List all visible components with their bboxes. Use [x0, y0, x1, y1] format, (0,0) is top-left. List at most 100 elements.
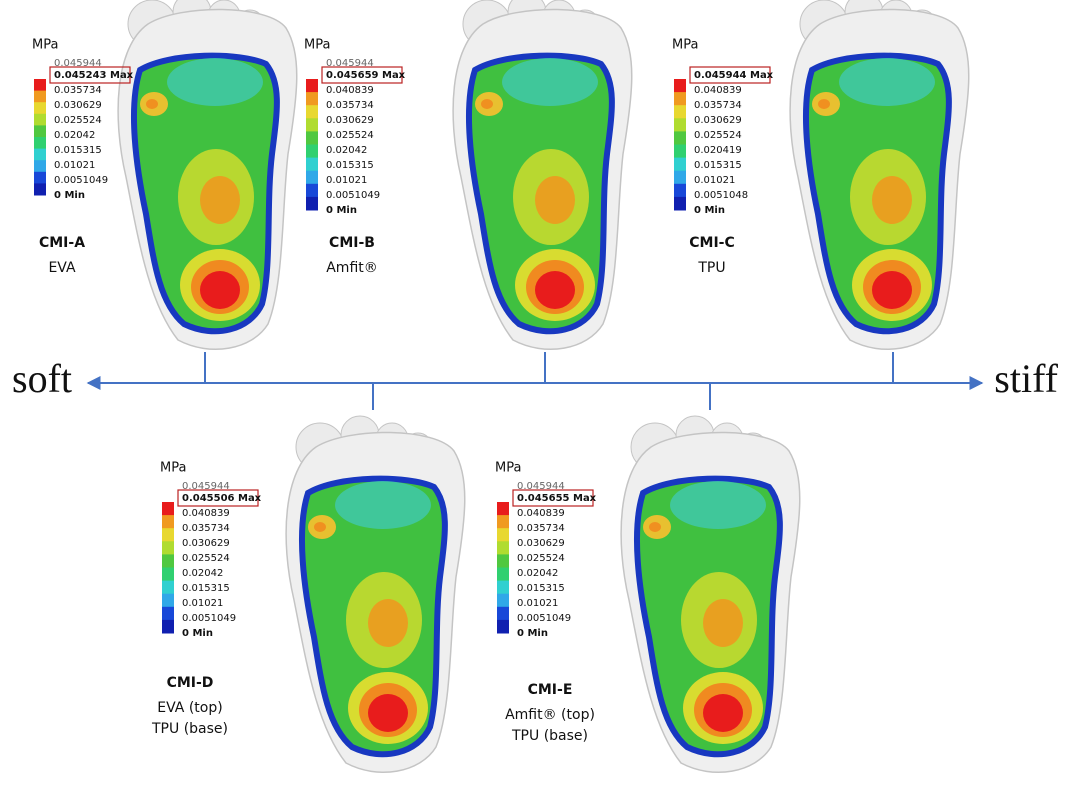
forefoot-zone: [670, 481, 766, 529]
legend-swatch: [674, 131, 686, 145]
midfoot-core: [872, 176, 912, 224]
metatarsal-core: [314, 522, 326, 532]
legend-swatch: [497, 606, 509, 621]
legend-swatch: [162, 619, 174, 634]
legend-swatch: [306, 196, 318, 211]
legend-swatch: [306, 144, 318, 159]
metatarsal-core: [146, 99, 158, 109]
legend-swatch: [306, 118, 318, 132]
legend-swatch: [34, 137, 46, 150]
legend-tick: 0.02042: [54, 130, 95, 141]
legend-tick: 0 Min: [517, 628, 548, 639]
legend-swatch: [497, 567, 509, 582]
metatarsal-core: [818, 99, 830, 109]
material: EVA (top): [157, 700, 222, 716]
legend-swatch: [674, 79, 686, 93]
legend-tick: 0.025524: [694, 130, 742, 141]
legend-tick: 0 Min: [326, 205, 357, 216]
legend-tick: 0.025524: [326, 130, 374, 141]
legend-swatch: [34, 171, 46, 184]
legend-tick: 0 Min: [694, 205, 725, 216]
material: TPU: [697, 260, 725, 276]
legend-swatch: [162, 606, 174, 621]
legend-tick: 0.030629: [54, 100, 102, 111]
heel-peak: [872, 271, 912, 309]
material: EVA: [48, 260, 76, 276]
panel-name: CMI-A: [39, 235, 85, 251]
legend-tick: 0.025524: [182, 553, 230, 564]
legend-swatch: [497, 528, 509, 542]
unit-label: MPa: [32, 38, 58, 53]
legend-swatch: [162, 580, 174, 595]
legend-tick: 0.01021: [326, 175, 367, 186]
legend-swatch: [674, 92, 686, 106]
midfoot-core: [535, 176, 575, 224]
legend-max: 0.045655 Max: [517, 493, 597, 504]
legend-swatch: [306, 170, 318, 185]
legend-tick: 0.030629: [182, 538, 230, 549]
foot-model: [285, 415, 466, 774]
legend: MPa 0.045944 Max 0.040839 0.035734 0.030629 0…: [672, 38, 774, 217]
legend-tick: 0.0051049: [54, 175, 108, 186]
unit-label: MPa: [304, 38, 330, 53]
legend-top: 0.045944: [182, 481, 230, 492]
legend-swatch: [34, 160, 46, 173]
unit-label: MPa: [495, 461, 521, 476]
midfoot-core: [368, 599, 408, 647]
legend-tick: 0.015315: [694, 160, 742, 171]
heel-peak: [703, 694, 743, 732]
legend-tick: 0.02042: [326, 145, 367, 156]
legend-swatch: [306, 92, 318, 106]
heel-peak: [535, 271, 575, 309]
legend-tick: 0.035734: [517, 523, 565, 534]
legend-swatch: [497, 554, 509, 568]
foot-model: [789, 0, 970, 351]
legend-swatch: [162, 593, 174, 608]
legend-swatch: [674, 183, 686, 198]
foot-model: [117, 0, 298, 351]
legend-tick: 0 Min: [54, 190, 85, 201]
legend-tick: 0.01021: [182, 598, 223, 609]
legend-tick: 0.020419: [694, 145, 742, 156]
soft-label: soft: [12, 356, 72, 401]
legend-swatch: [162, 502, 174, 516]
legend-tick: 0.0051049: [182, 613, 236, 624]
legend-tick: 0.040839: [517, 508, 565, 519]
forefoot-zone: [502, 58, 598, 106]
legend-tick: 0.030629: [326, 115, 374, 126]
legend-swatch: [497, 541, 509, 555]
legend-swatch: [674, 144, 686, 159]
forefoot-zone: [839, 58, 935, 106]
legend-tick: 0.02042: [517, 568, 558, 579]
max-box: [49, 66, 131, 84]
legend-tick: 0.035734: [326, 100, 374, 111]
legend-swatch: [674, 105, 686, 119]
legend-swatch: [674, 157, 686, 172]
legend-swatch: [162, 567, 174, 582]
legend-swatch: [34, 148, 46, 161]
metatarsal-core: [481, 99, 493, 109]
legend-swatch: [306, 183, 318, 198]
legend-tick: 0.035734: [182, 523, 230, 534]
max-box: [689, 66, 771, 84]
legend-top: 0.045944: [54, 58, 102, 69]
unit-label: MPa: [672, 38, 698, 53]
legend-tick: 0.015315: [517, 583, 565, 594]
legend-tick: 0.035734: [694, 100, 742, 111]
legend-swatch: [497, 515, 509, 529]
legend-swatch: [34, 79, 46, 92]
legend-swatch: [34, 90, 46, 103]
legend-top: 0.045944: [326, 58, 374, 69]
legend-swatch: [674, 196, 686, 211]
legend-top: 0.045944: [517, 481, 565, 492]
foot-model: [452, 0, 633, 351]
legend-swatch: [306, 157, 318, 172]
legend-swatch: [497, 593, 509, 608]
legend-max: 0.045944 Max: [694, 70, 774, 81]
legend-swatch: [162, 515, 174, 529]
legend-tick: 0.015315: [182, 583, 230, 594]
panel-name: CMI-C: [689, 235, 735, 251]
